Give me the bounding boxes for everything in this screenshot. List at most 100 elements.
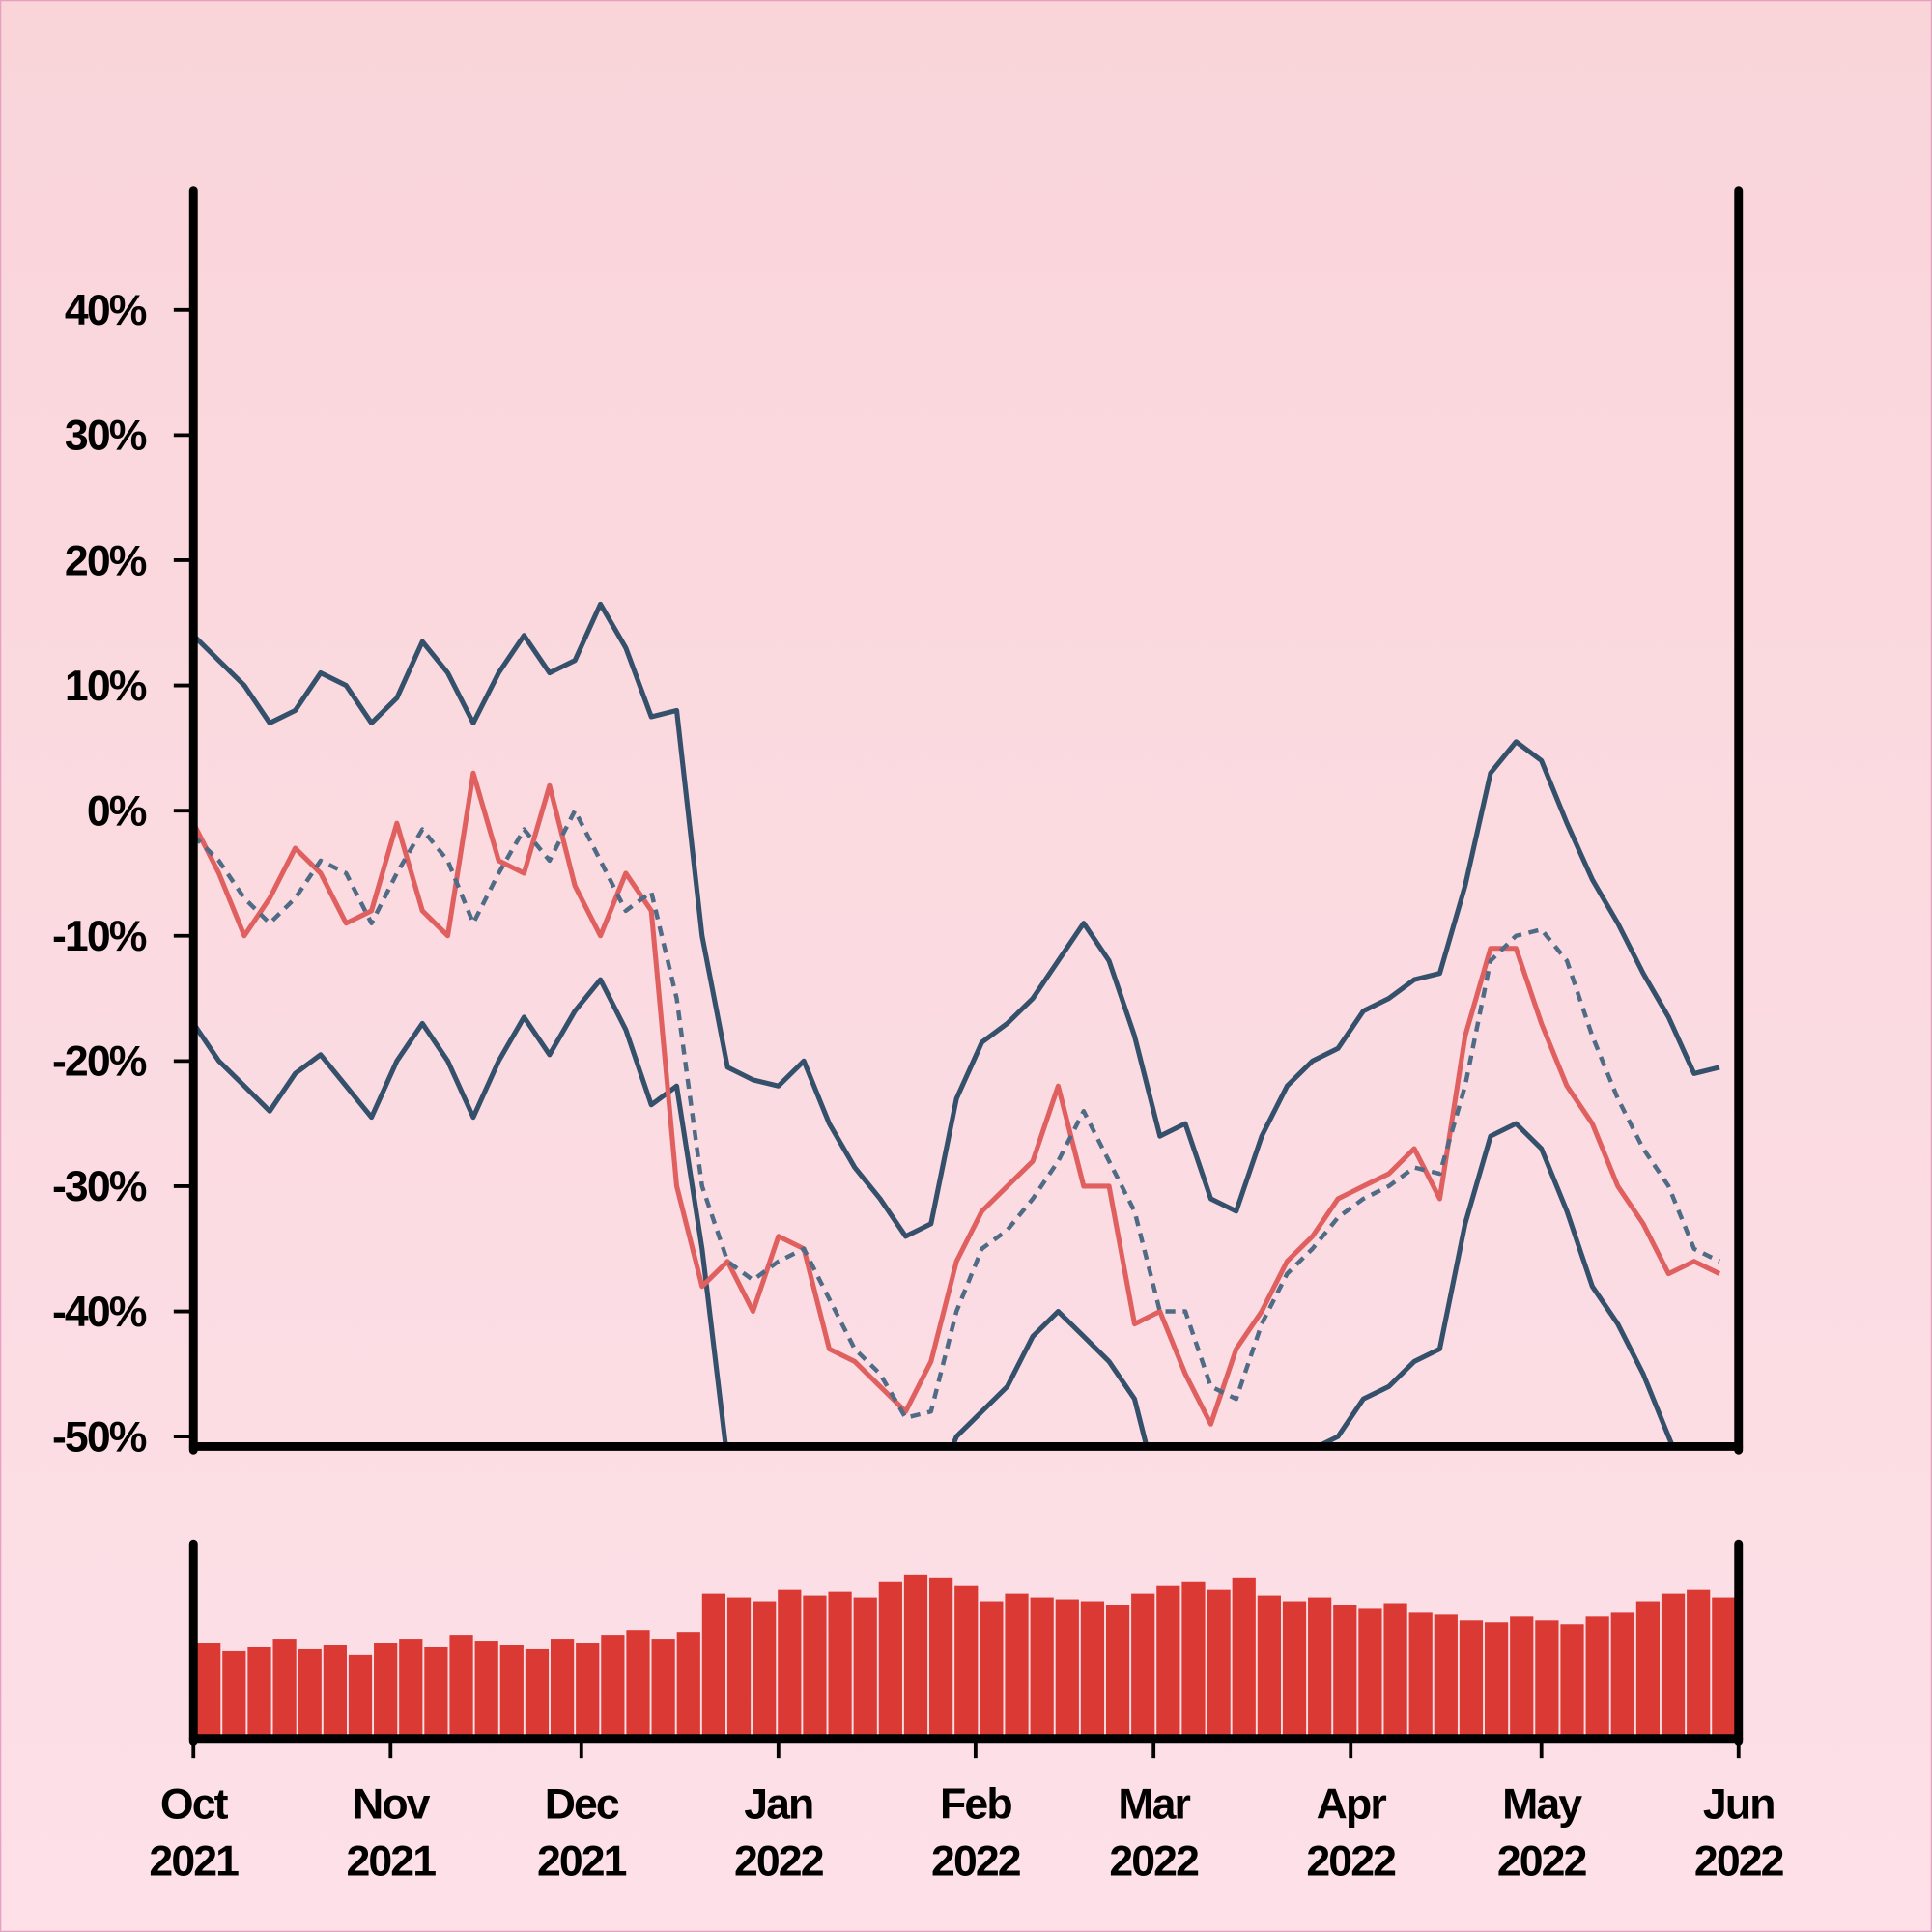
volume-bar	[954, 1585, 979, 1735]
x-tick-label-line: Apr	[1317, 1781, 1387, 1829]
x-tick-label-line: 2022	[1694, 1837, 1784, 1885]
volume-bar	[550, 1639, 575, 1735]
volume-bar	[499, 1644, 524, 1735]
x-tick-label-line: 2021	[346, 1837, 436, 1885]
volume-bar	[1156, 1585, 1180, 1735]
x-tick-label-line: 2022	[1497, 1837, 1587, 1885]
y-tick-label: 0%	[87, 787, 147, 835]
volume-bar	[1308, 1597, 1332, 1735]
volume-bar	[1408, 1612, 1433, 1735]
axes: 40% 30% 20% 10% 0% -10% -20% -30% -40% -50% Oct 202…	[52, 186, 1786, 1886]
y-tick-label: 20%	[65, 537, 147, 584]
volume-bar	[1282, 1601, 1307, 1735]
volume-bar	[828, 1591, 852, 1735]
x-tick-label-line: Jun	[1703, 1781, 1775, 1829]
y-tick-label: -30%	[52, 1163, 147, 1210]
volume-bar	[980, 1601, 1004, 1735]
volume-bar	[626, 1630, 650, 1735]
volume-bar	[1712, 1597, 1736, 1735]
volume-bar	[1585, 1616, 1609, 1735]
x-tick-label: May 2022	[1497, 1781, 1587, 1886]
volume-bar	[374, 1643, 398, 1735]
volume-bar	[601, 1635, 625, 1735]
x-tick-label: Apr 2022	[1306, 1781, 1396, 1886]
volume-bar	[1459, 1620, 1484, 1735]
y-tick-label: -50%	[52, 1413, 147, 1461]
x-tick-label-line: Dec	[545, 1781, 619, 1829]
series-line	[193, 601, 1720, 1239]
volume-bar	[1510, 1616, 1534, 1735]
volume-bar	[1661, 1593, 1686, 1735]
volume-bar	[853, 1597, 877, 1735]
y-tick-label: 10%	[65, 663, 147, 710]
series-line	[193, 977, 1674, 1443]
volume-bar	[348, 1654, 373, 1735]
x-tick-label: Dec 2021	[537, 1781, 627, 1886]
volume-bar	[929, 1577, 953, 1735]
series-line	[193, 770, 1721, 1427]
volume-bar	[778, 1589, 802, 1735]
x-tick-label-line: Nov	[353, 1781, 431, 1829]
volume-bar	[1005, 1593, 1029, 1735]
volume-bar	[474, 1641, 498, 1735]
x-tick-label-line: 2021	[537, 1837, 627, 1885]
volume-bar	[878, 1581, 902, 1735]
volume-bar	[424, 1646, 448, 1735]
x-tick-label-line: Jan	[744, 1781, 812, 1829]
volume-bar	[222, 1650, 246, 1735]
volume-bar	[803, 1595, 827, 1735]
x-tick-label-line: Oct	[160, 1781, 229, 1829]
y-tick-label: 30%	[65, 412, 147, 460]
series-line	[193, 808, 1720, 1420]
volume-bar	[1687, 1589, 1711, 1735]
volume-bar	[1333, 1605, 1357, 1735]
volume-bar	[1610, 1612, 1634, 1735]
x-tick-label: Mar 2022	[1109, 1781, 1199, 1886]
volume-bar	[1207, 1589, 1231, 1735]
volume-bar	[1181, 1581, 1206, 1735]
volume-bar	[247, 1646, 271, 1735]
x-tick-label: Jan 2022	[734, 1781, 824, 1886]
volume-bar	[1434, 1614, 1458, 1735]
x-tick-label-line: Mar	[1118, 1781, 1190, 1829]
volume-bar	[449, 1635, 473, 1735]
volume-bar	[323, 1644, 347, 1735]
volume-bar	[1383, 1603, 1407, 1735]
volume-bar	[651, 1639, 675, 1735]
volume-bar	[272, 1639, 297, 1735]
volume-bar	[1257, 1595, 1281, 1735]
x-tick-label-line: 2022	[1109, 1837, 1199, 1885]
x-tick-label: Feb 2022	[931, 1781, 1021, 1886]
bar-layer	[197, 1574, 1736, 1735]
volume-bar	[1535, 1620, 1559, 1735]
x-tick-label-line: 2022	[1306, 1837, 1396, 1885]
y-tick-label: -10%	[52, 913, 147, 960]
volume-bar	[1560, 1624, 1584, 1735]
volume-bar	[399, 1639, 423, 1735]
volume-bar	[1232, 1577, 1256, 1735]
volume-bar	[1484, 1622, 1509, 1735]
volume-bar	[1055, 1599, 1079, 1735]
x-tick-label: Nov 2021	[346, 1781, 436, 1886]
x-tick-label-line: Feb	[940, 1781, 1011, 1829]
volume-bar	[298, 1648, 322, 1735]
x-tick-label: Jun 2022	[1694, 1781, 1784, 1886]
volume-bar	[1105, 1605, 1130, 1735]
x-tick-label-line: 2022	[734, 1837, 824, 1885]
volume-bar	[1030, 1597, 1054, 1735]
volume-bar	[903, 1574, 928, 1735]
volume-bar	[726, 1597, 752, 1735]
volume-bar	[701, 1593, 726, 1735]
x-tick-label-line: 2021	[149, 1837, 239, 1885]
volume-bar	[753, 1601, 777, 1735]
line-layer	[193, 601, 1721, 1443]
y-tick-label: -40%	[52, 1289, 147, 1336]
volume-bar	[676, 1632, 700, 1735]
y-tick-label: -20%	[52, 1038, 147, 1086]
x-tick-label-line: 2022	[931, 1837, 1021, 1885]
volume-bar	[197, 1643, 221, 1735]
volume-bar	[1358, 1608, 1382, 1735]
